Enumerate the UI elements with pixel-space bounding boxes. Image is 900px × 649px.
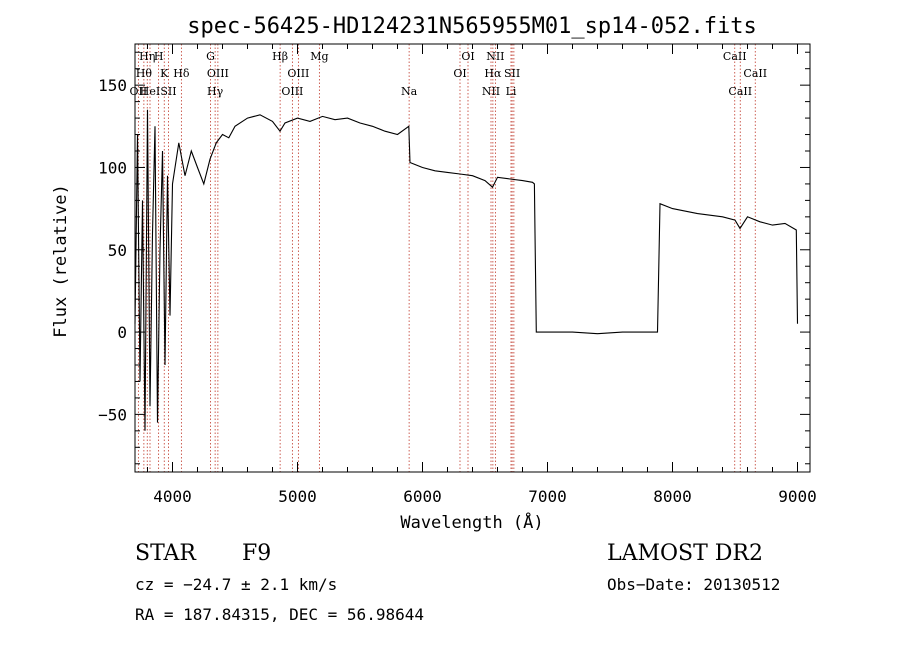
x-tick-label: 6000 <box>403 487 442 506</box>
x-tick-label: 4000 <box>153 487 192 506</box>
y-tick-label: 150 <box>98 76 127 95</box>
line-marker-label-group: OIIHθHηHeIHKSIIHδGHγOIIIHβOIIIOIIIMgNaOI… <box>130 50 768 98</box>
line-marker-label-26: CaII <box>743 67 767 80</box>
line-marker-label-10: OIII <box>207 67 229 80</box>
y-tick-label: −50 <box>98 405 127 424</box>
x-axis-ticks: 4000 5000 6000 7000 8000 9000 <box>147 44 817 506</box>
line-marker-label-8: G <box>206 50 215 63</box>
line-marker-label-25: CaII <box>728 85 752 98</box>
redshift-cz: cz = −24.7 ± 2.1 km/s <box>135 575 337 594</box>
line-marker-label-4: H <box>154 50 164 63</box>
line-marker-label-15: Na <box>401 85 418 98</box>
plot-frame <box>134 43 811 473</box>
line-marker-label-20: NII <box>486 50 504 63</box>
line-marker-label-19: Hα <box>484 67 502 80</box>
line-marker-group <box>137 44 756 472</box>
line-marker-label-6: SII <box>160 85 176 98</box>
line-marker-label-2: Hη <box>139 50 155 63</box>
obs-date: Obs−Date: 20130512 <box>607 575 780 594</box>
line-marker-label-16: OI <box>453 67 466 80</box>
x-tick-label: 8000 <box>653 487 692 506</box>
line-marker-label-17: OI <box>461 50 474 63</box>
line-marker-label-14: Mg <box>310 50 328 63</box>
x-tick-label: 5000 <box>278 487 317 506</box>
x-tick-label: 7000 <box>528 487 567 506</box>
spectrum-line <box>134 109 799 431</box>
survey-name: LAMOST DR2 <box>607 541 763 566</box>
line-marker-label-1: Hθ <box>136 67 153 80</box>
y-tick-label: 0 <box>117 323 127 342</box>
y-tick-label: 50 <box>108 241 127 260</box>
y-tick-label: 100 <box>98 158 127 177</box>
line-marker-label-24: CaII <box>723 50 747 63</box>
y-axis-label: Flux (relative) <box>51 184 71 338</box>
line-marker-label-13: OIII <box>287 67 309 80</box>
ra-dec-coords: RA = 187.84315, DEC = 56.98644 <box>135 605 424 624</box>
subclass: F9 <box>242 541 271 566</box>
line-marker-label-12: OIII <box>281 85 303 98</box>
x-tick-label: 9000 <box>778 487 817 506</box>
line-marker-label-22: SII <box>504 67 520 80</box>
object-class: STAR <box>135 541 197 566</box>
y-axis-ticks: −50 0 50 100 150 <box>98 51 810 465</box>
line-marker-label-9: Hγ <box>207 85 224 98</box>
line-marker-label-7: Hδ <box>173 67 190 80</box>
x-axis-label: Wavelength (Å) <box>400 511 543 533</box>
line-marker-label-18: NII <box>482 85 500 98</box>
line-marker-label-0: OII <box>130 85 148 98</box>
line-marker-label-3: HeI <box>140 85 160 98</box>
line-marker-label-5: K <box>160 67 169 80</box>
chart-title: spec-56425-HD124231N565955M01_sp14-052.f… <box>187 14 757 39</box>
line-marker-label-21: Li <box>506 85 517 98</box>
line-marker-label-11: Hβ <box>272 50 288 63</box>
